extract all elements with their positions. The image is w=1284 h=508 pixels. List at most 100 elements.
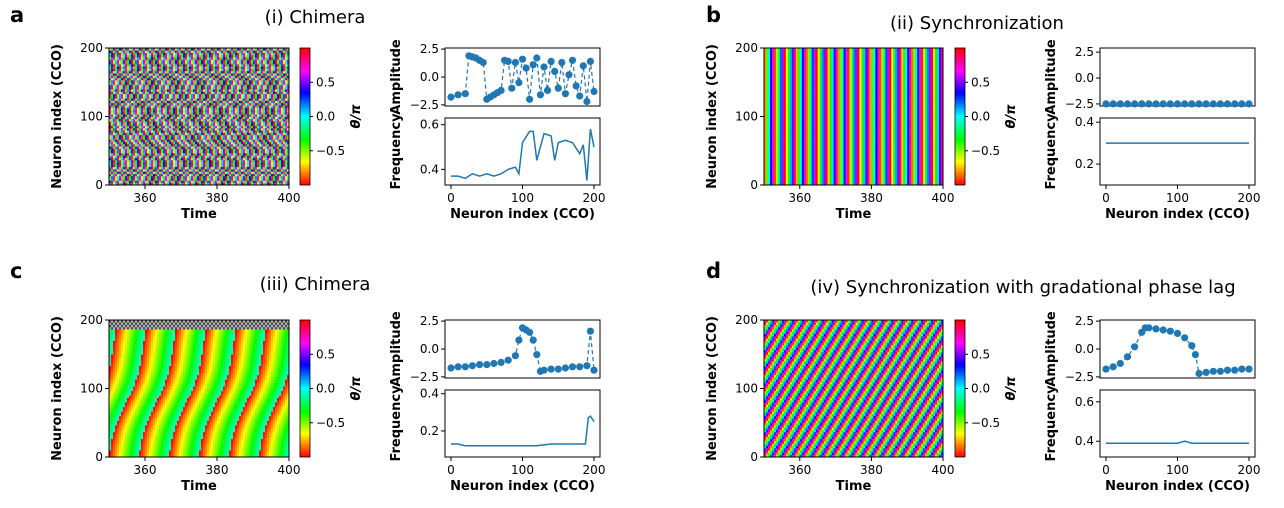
heatmap-cell <box>197 162 200 165</box>
heatmap-cell <box>227 77 230 81</box>
heatmap-cell <box>125 63 128 67</box>
heatmap-cell <box>191 125 194 129</box>
heatmap-cell <box>213 61 216 65</box>
heatmap-cell <box>163 141 166 145</box>
heatmap-cell <box>149 125 152 129</box>
heatmap-cell <box>127 180 130 184</box>
heatmap-cell <box>117 139 120 142</box>
heatmap-cell <box>113 164 116 168</box>
heatmap-cell <box>117 105 120 108</box>
heatmap-cell <box>227 159 230 163</box>
heatmap-cell <box>263 143 266 147</box>
heatmap-cell <box>219 107 222 110</box>
heatmap-cell <box>163 109 166 113</box>
heatmap-cell <box>257 79 260 83</box>
heatmap-cell <box>127 111 130 115</box>
heatmap-cell <box>243 54 246 58</box>
heatmap-cell <box>161 86 164 90</box>
heatmap-cell <box>119 118 122 122</box>
heatmap-cell <box>191 91 194 95</box>
heatmap-cell <box>217 98 220 101</box>
heatmap-cell <box>247 164 250 168</box>
heatmap-cell <box>259 73 262 76</box>
heatmap-cell <box>263 59 266 63</box>
heatmap-cell <box>177 118 180 122</box>
heatmap-cell <box>251 171 254 174</box>
heatmap-cell <box>121 116 124 120</box>
heatmap-cell <box>161 50 164 53</box>
heatmap-cell <box>117 134 120 138</box>
heatmap-cell <box>139 169 142 172</box>
heatmap-cell <box>219 54 222 58</box>
heatmap-cell <box>109 105 112 108</box>
heatmap-cell <box>257 127 260 131</box>
heatmap-cell <box>147 77 150 81</box>
heatmap-cell <box>179 153 182 156</box>
heatmap-cell <box>185 95 188 99</box>
heatmap-cell <box>253 169 256 172</box>
heatmap-cell <box>227 61 230 65</box>
heatmap-cell <box>157 70 160 74</box>
heatmap-cell <box>147 171 150 174</box>
heatmap-cell <box>141 164 144 168</box>
heatmap-cell <box>199 82 202 85</box>
heatmap-cell <box>253 114 256 117</box>
heatmap-cell <box>223 182 226 186</box>
heatmap-cell <box>157 139 160 142</box>
heatmap-cell <box>223 178 226 181</box>
heatmap-cell <box>247 54 250 58</box>
heatmap-cell <box>157 77 160 81</box>
heatmap-cell <box>167 127 170 131</box>
heatmap-cell <box>203 148 206 152</box>
heatmap-cell <box>173 111 176 115</box>
heatmap-cell <box>143 100 146 104</box>
heatmap-cell <box>233 107 236 110</box>
heatmap-cell <box>163 91 166 95</box>
heatmap-cell <box>223 150 226 154</box>
heatmap-cell <box>261 148 264 152</box>
heatmap-cell <box>201 134 204 138</box>
heatmap-cell <box>111 130 114 133</box>
heatmap-cell <box>137 146 140 149</box>
heatmap-cell <box>253 148 256 152</box>
heatmap-cell <box>133 141 136 145</box>
heatmap-cell <box>177 75 180 79</box>
heatmap-cell <box>155 100 158 104</box>
heatmap-cell <box>245 153 248 156</box>
heatmap-cell <box>241 63 244 67</box>
heatmap-cell <box>233 155 236 158</box>
heatmap-cell <box>247 77 250 81</box>
heatmap-cell <box>123 137 126 140</box>
heatmap-cell <box>129 157 132 161</box>
heatmap-cell <box>123 130 126 133</box>
heatmap-cell <box>139 107 142 110</box>
heatmap-cell <box>205 98 208 101</box>
heatmap-cell <box>127 155 130 158</box>
heatmap-cell <box>253 54 256 58</box>
heatmap-cell <box>209 95 212 99</box>
heatmap-cell <box>113 121 116 124</box>
heatmap-cell <box>133 164 136 168</box>
heatmap-cell <box>119 84 122 88</box>
heatmap-cell <box>215 139 218 142</box>
heatmap-cell <box>127 139 130 142</box>
heatmap-cell <box>147 66 150 69</box>
heatmap-cell <box>193 102 196 106</box>
heatmap-cell <box>217 155 220 158</box>
heatmap-cell <box>225 141 228 145</box>
heatmap-cell <box>213 182 216 186</box>
heatmap-cell <box>257 137 260 140</box>
heatmap-cell <box>259 52 262 56</box>
heatmap-cell <box>181 82 184 85</box>
heatmap-cell <box>245 105 248 108</box>
heatmap-cell <box>191 134 194 138</box>
heatmap-cell <box>185 79 188 83</box>
heatmap-cell <box>205 111 208 115</box>
heatmap-cell <box>111 137 114 140</box>
heatmap-cell <box>201 66 204 69</box>
heatmap-cell <box>153 68 156 72</box>
heatmap-cell <box>235 109 238 113</box>
heatmap-cell <box>141 134 144 138</box>
heatmap-cell <box>163 169 166 172</box>
heatmap-cell <box>185 98 188 101</box>
